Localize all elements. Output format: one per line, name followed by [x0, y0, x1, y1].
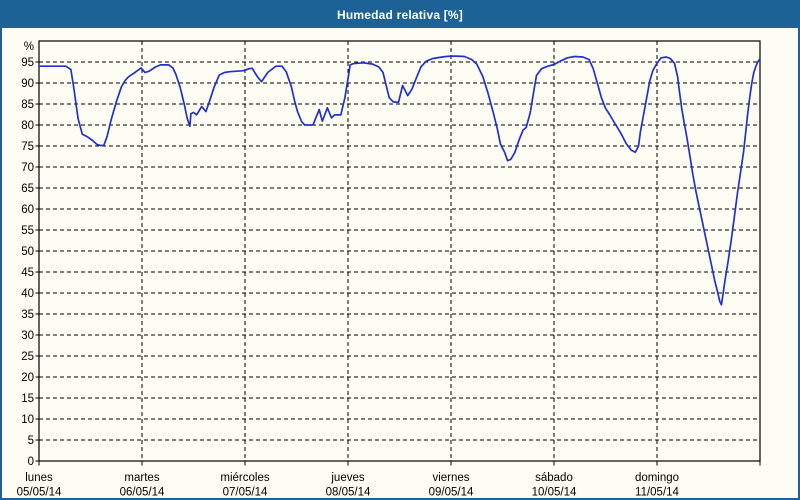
chart-title: Humedad relativa [%]	[336, 8, 464, 22]
day-name-label: miércoles	[220, 472, 269, 484]
y-tick-label: 25	[21, 351, 34, 363]
y-tick-label: 5	[28, 435, 34, 447]
day-name-label: domingo	[635, 472, 679, 484]
y-tick-label: 70	[21, 162, 34, 174]
y-tick-label: 80	[21, 120, 34, 132]
day-date-label: 11/05/14	[635, 487, 680, 499]
y-tick-label: 0	[28, 456, 34, 468]
day-date-label: 06/05/14	[120, 487, 165, 499]
y-tick-label: 60	[21, 204, 34, 216]
day-date-label: 07/05/14	[223, 487, 268, 499]
humidity-line	[38, 55, 761, 306]
day-name-label: lunes	[25, 472, 53, 484]
y-tick-label: 75	[21, 141, 34, 153]
day-name-label: martes	[124, 472, 159, 484]
y-tick-label: 20	[21, 372, 34, 384]
y-tick-label: 35	[21, 309, 34, 321]
day-date-label: 10/05/14	[532, 487, 577, 499]
chart-title-bar: Humedad relativa [%]	[2, 2, 798, 28]
day-date-label: 08/05/14	[326, 487, 371, 499]
y-tick-label: 65	[21, 183, 34, 195]
y-tick-label: 90	[21, 78, 34, 90]
humidity-line-chart: 0 5 10 15 20 25 30 35 40 45 50 55 60 65 70 75 80 85 90 95% l…	[17, 40, 761, 499]
day-date-label: 05/05/14	[17, 487, 62, 499]
y-tick-label: 95	[21, 57, 34, 69]
y-tick-label: 55	[21, 225, 34, 237]
day-name-label: viernes	[432, 472, 469, 484]
y-tick-label: 45	[21, 267, 34, 279]
y-tick-label: 50	[21, 246, 34, 258]
day-date-label: 09/05/14	[429, 487, 474, 499]
y-tick-label: 30	[21, 330, 34, 342]
y-tick-label: 85	[21, 99, 34, 111]
y-tick-label: 15	[21, 393, 34, 405]
chart-area: 0 5 10 15 20 25 30 35 40 45 50 55 60 65 70 75 80 85 90 95% l…	[2, 28, 798, 498]
y-axis-unit-label: %	[24, 41, 34, 53]
y-tick-label: 10	[21, 414, 34, 426]
day-name-label: sábado	[535, 472, 573, 484]
day-name-label: jueves	[330, 472, 364, 484]
y-tick-label: 40	[21, 288, 34, 300]
